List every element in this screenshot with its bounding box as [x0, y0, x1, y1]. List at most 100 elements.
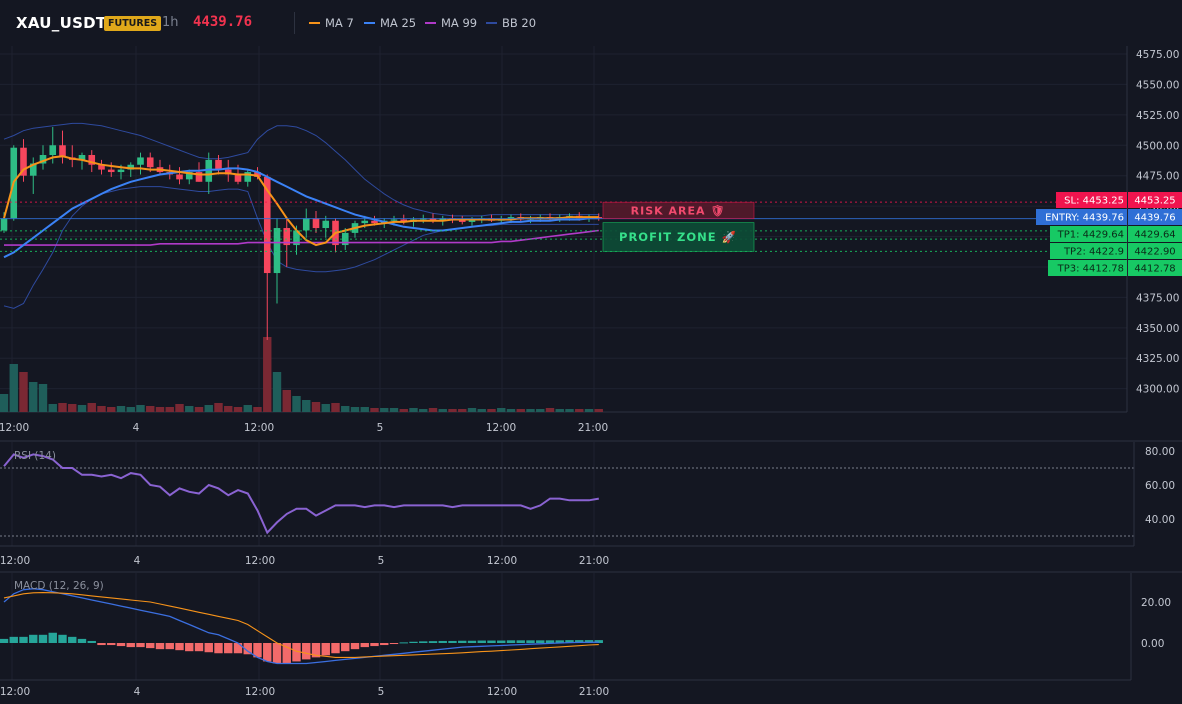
macd-histogram-bar — [399, 642, 408, 644]
volume-bar — [77, 405, 87, 412]
symbol-name[interactable]: XAU_USDT — [16, 14, 107, 32]
ma99-line — [4, 229, 599, 246]
macd-histogram-bar — [38, 634, 48, 643]
time-tick-label: 12:00 — [244, 422, 274, 434]
volume-bar — [370, 408, 379, 412]
rsi-tick-label: 80.00 — [1145, 446, 1175, 458]
axis-tag-sl-value: 4453.25 — [1134, 196, 1175, 207]
volume-bar — [516, 409, 525, 412]
volume-bar — [409, 408, 418, 412]
volume-bar — [243, 405, 252, 412]
candle-body — [78, 155, 86, 160]
macd-histogram-bar — [204, 643, 213, 653]
legend-ma99-label: MA 99 — [441, 16, 478, 30]
volume-bar — [29, 382, 38, 412]
legend-bb20-label: BB 20 — [502, 16, 537, 30]
volume-bar — [0, 394, 9, 412]
volume-bar — [526, 409, 535, 412]
macd-histogram-bar — [48, 632, 57, 643]
ma7-line — [3, 155, 599, 247]
risk-area-label: RISK AREA 🛡 — [631, 204, 726, 217]
price-tick-label: 4350.00 — [1136, 323, 1179, 335]
macd-histogram-bar — [282, 643, 291, 664]
time-tick-label: 12:00 — [0, 555, 30, 567]
macd-histogram-bar — [194, 643, 204, 652]
macd-histogram-bar — [19, 636, 28, 643]
axis-tag-entry-value: 4439.76 — [1134, 213, 1175, 224]
time-tick-label: 12:00 — [486, 422, 516, 434]
candle-body — [293, 230, 300, 246]
axis-tag-tp-bg — [1128, 226, 1182, 242]
volume-bar — [165, 407, 174, 412]
legend-ma7[interactable]: MA 7 — [309, 16, 354, 30]
time-tick-label: 4 — [134, 555, 141, 567]
candle-body — [458, 219, 466, 222]
candle-body — [146, 157, 154, 168]
candle-body — [59, 145, 66, 158]
time-axis-macd: 12:00 4 12:00 5 12:00 21:00 — [0, 686, 609, 698]
macd-histogram-bar — [311, 643, 321, 658]
chart-header: XAU_USDT FUTURES 1h 4439.76 MA 7 MA 25 M… — [0, 0, 1182, 46]
legend-ma25[interactable]: MA 25 — [364, 16, 416, 30]
volume-bar — [321, 404, 330, 412]
tag-entry-label: ENTRY: 4439.76 — [1045, 213, 1124, 224]
volume-bar — [350, 407, 360, 412]
macd-histogram-bar — [341, 643, 350, 652]
axis-tag-tp-bg — [1128, 243, 1182, 259]
volume-bar — [419, 409, 428, 412]
volume-bar — [272, 372, 282, 412]
tag-tp-label: TP1: 4429.64 — [1057, 230, 1124, 241]
tag-sl-bg — [1056, 192, 1127, 208]
time-tick-label: 21:00 — [579, 555, 609, 567]
legend-ma99[interactable]: MA 99 — [425, 16, 477, 30]
time-tick-label: 12:00 — [0, 686, 30, 698]
volume-bar — [302, 400, 311, 412]
candle-body — [322, 220, 330, 229]
macd-histogram-bar — [584, 640, 594, 643]
macd-title: MACD (12, 26, 9) — [14, 580, 104, 592]
time-tick-label: 12:00 — [487, 555, 517, 567]
candle-body — [302, 218, 310, 231]
volume-bar — [175, 404, 184, 412]
macd-histogram-bar — [87, 640, 96, 643]
macd-histogram-bar — [331, 643, 340, 654]
legend-ma7-label: MA 7 — [325, 16, 354, 30]
volume-bar — [487, 409, 496, 412]
time-tick-label: 12:00 — [487, 686, 517, 698]
price-tick-label: 4500.00 — [1136, 140, 1179, 152]
macd-histogram-bar — [536, 640, 545, 643]
candle-body — [215, 159, 222, 170]
candle-body — [439, 218, 447, 221]
price-tick-label: 4575.00 — [1136, 49, 1179, 61]
macd-histogram-bar — [321, 643, 330, 656]
macd-histogram-bar — [302, 643, 311, 660]
candle-body — [244, 172, 252, 182]
rsi-tick-label: 60.00 — [1145, 480, 1175, 492]
volume-bar — [555, 409, 564, 412]
macd-histogram-bar — [29, 634, 38, 643]
time-tick-label: 5 — [377, 422, 384, 434]
ma99-swatch-icon — [425, 21, 436, 24]
macd-histogram-bar — [360, 643, 369, 648]
candle-body — [117, 169, 125, 173]
volume-bar — [58, 403, 67, 412]
macd-histogram-bar — [389, 643, 399, 645]
volume-bar — [107, 407, 116, 412]
ma7-swatch-icon — [309, 21, 320, 24]
tag-tp-label: TP2: 4422.9 — [1063, 247, 1124, 258]
macd-histogram-bar — [146, 643, 155, 649]
volume-bar — [155, 407, 165, 412]
volume-bar — [48, 404, 57, 412]
profit-zone-box — [602, 222, 755, 252]
time-tick-label: 5 — [378, 686, 385, 698]
macd-axis: 20.00 0.00 — [1141, 597, 1171, 650]
macd-histogram-bar — [185, 643, 194, 652]
volume-bar — [224, 406, 233, 412]
tag-sl-label: SL: 4453.25 — [1064, 196, 1124, 207]
interval-selector[interactable]: 1h — [162, 15, 179, 30]
candle-body — [107, 169, 115, 173]
volume-bar — [389, 408, 399, 412]
volume-bar — [194, 407, 204, 412]
legend-bb20[interactable]: BB 20 — [486, 16, 536, 30]
